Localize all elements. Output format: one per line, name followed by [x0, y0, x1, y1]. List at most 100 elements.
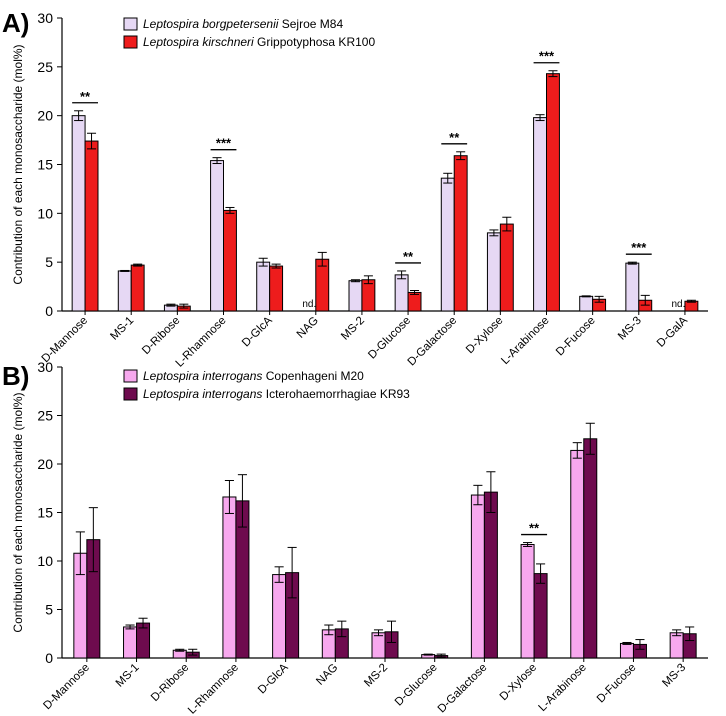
x-tick-label-ms-3: MS-3	[616, 315, 644, 343]
significance-marker: ***	[631, 240, 647, 255]
legend-swatch-series-2	[123, 387, 138, 401]
bar-ms-3-series-1	[625, 262, 640, 312]
bar-d-galactose-series-2	[483, 491, 498, 659]
y-tick-label: 0	[45, 650, 53, 666]
bar-d-glca-series-1	[272, 574, 287, 659]
bar-d-glucose-series-1	[394, 274, 409, 312]
x-tick-label-ms-1: MS-1	[114, 662, 142, 690]
bar-d-xylose-series-1	[486, 232, 501, 312]
nd-label: nd.	[302, 299, 316, 310]
bar-ms-2-series-1	[348, 280, 363, 312]
x-tick-label-d-ribose: D-Ribose	[149, 662, 191, 704]
x-tick-label-d-xylose: D-Xylose	[498, 662, 539, 703]
x-tick-label-d-mannose: D-Mannose	[41, 662, 92, 713]
panel-label: A)	[2, 8, 29, 38]
legend-label-italic: Leptospira interrogans	[143, 387, 262, 401]
x-tick-label-d-xylose: D-Xylose	[464, 315, 505, 356]
y-tick-label: 30	[37, 359, 53, 375]
bar-ms-2-series-2	[361, 279, 376, 312]
x-tick-label-l-rhamnose: L-Rhamnose	[186, 662, 241, 716]
bar-nag-series-2	[315, 258, 330, 312]
x-tick-label-nag: NAG	[295, 315, 321, 341]
y-axis-label: Contribution of each monosaccharide (mol…	[11, 392, 25, 632]
x-tick-label-l-arabinose: L-Arabinose	[499, 315, 551, 367]
legend-label-italic: Leptospira interrogans	[143, 369, 262, 383]
bar-l-rhamnose-series-1	[222, 496, 237, 659]
y-tick-label: 10	[37, 205, 53, 221]
y-tick-label: 30	[37, 10, 53, 26]
legend-label-rest: Sejroe M84	[278, 17, 343, 31]
legend-label-italic: Leptospira kirschneri	[143, 35, 254, 49]
bar-l-arabinose-series-1	[570, 449, 585, 659]
legend-label-series-2: Leptospira kirschneri Grippotyphosa KR10…	[143, 35, 375, 49]
y-tick-label: 0	[45, 303, 53, 319]
legend-swatch-series-1	[123, 17, 138, 31]
bar-d-xylose-series-2	[499, 223, 514, 312]
y-tick-label: 10	[37, 553, 53, 569]
bar-ms-3-series-1	[669, 632, 684, 659]
y-tick-label: 25	[37, 408, 53, 424]
x-tick-label-nag: NAG	[314, 662, 340, 688]
chart-panel-b: B)Contribution of each monosaccharide (m…	[2, 359, 708, 716]
bar-d-xylose-series-2	[533, 573, 548, 659]
legend-swatch-series-1	[123, 369, 138, 383]
x-tick-label-ms-2: MS-2	[362, 662, 390, 690]
chart-panel-a: A) Contribution of each monosaccharide (m…	[2, 8, 708, 370]
bar-ms-1-series-1	[117, 270, 132, 312]
bar-d-mannose-series-2	[84, 140, 99, 312]
x-tick-label-d-gala: D-GalA	[655, 314, 690, 349]
bar-ms-1-series-2	[130, 264, 145, 312]
x-tick-label-d-ribose: D-Ribose	[140, 315, 182, 357]
y-tick-label: 20	[37, 456, 53, 472]
legend-label-series-1: Leptospira interrogans Copenhageni M20	[143, 369, 364, 383]
x-tick-label-d-glucose: D-Glucose	[393, 662, 440, 709]
bar-l-rhamnose-series-2	[223, 209, 237, 312]
bar-d-fucose-series-1	[579, 295, 594, 312]
y-tick-label: 15	[37, 157, 53, 173]
bar-ms-1-series-1	[123, 626, 138, 659]
x-tick-label-ms-1: MS-1	[108, 315, 136, 343]
legend: Leptospira interrogans Copenhageni M20Le…	[123, 369, 410, 401]
x-tick-label-ms-2: MS-2	[339, 315, 367, 343]
significance-marker: **	[80, 89, 91, 104]
y-tick-label: 20	[37, 108, 53, 124]
significance-marker: **	[449, 130, 460, 145]
y-tick-label: 15	[37, 505, 53, 521]
x-tick-label-d-glca: D-GlcA	[240, 314, 275, 349]
significance-marker: **	[529, 521, 540, 536]
bar-ms-2-series-1	[371, 632, 386, 659]
bar-d-galactose-series-1	[470, 494, 485, 659]
x-tick-label-d-fucose: D-Fucose	[595, 662, 639, 706]
significance-marker: **	[403, 249, 414, 264]
x-tick-label-d-mannose: D-Mannose	[40, 315, 91, 366]
bar-d-glucose-series-2	[407, 291, 422, 312]
y-axis-label: Contribution of each monosaccharide (mol…	[11, 44, 25, 284]
x-tick-label-d-glucose: D-Glucose	[366, 315, 413, 362]
legend-label-italic: Leptospira borgpetersenii	[143, 17, 279, 31]
x-tick-label-d-galactose: D-Galactose	[406, 315, 460, 369]
y-tick-label: 5	[45, 602, 53, 618]
bar-d-mannose-series-1	[71, 115, 86, 312]
bar-l-arabinose-series-2	[546, 73, 560, 312]
significance-marker: ***	[539, 49, 555, 64]
x-tick-label-d-fucose: D-Fucose	[554, 315, 598, 359]
y-tick-label: 25	[37, 59, 53, 75]
bar-l-rhamnose-series-1	[210, 160, 225, 312]
y-tick-label: 5	[45, 254, 53, 270]
legend: Leptospira borgpetersenii Sejroe M84 Lept…	[123, 17, 375, 49]
legend-label-series-2: Leptospira interrogans Icterohaemorrhagi…	[143, 387, 410, 401]
bar-d-glca-series-1	[256, 261, 271, 312]
x-tick-label-d-galactose: D-Galactose	[436, 662, 490, 716]
bar-d-glca-series-2	[269, 265, 284, 312]
bar-d-galactose-series-1	[440, 177, 455, 312]
legend-label-rest: Grippotyphosa KR100	[254, 35, 376, 49]
legend-label-rest: Copenhageni M20	[262, 369, 364, 383]
x-tick-label-l-arabinose: L-Arabinose	[537, 662, 589, 714]
bar-d-galactose-series-2	[453, 155, 468, 312]
bar-d-xylose-series-1	[520, 544, 535, 659]
significance-marker: ***	[216, 136, 232, 151]
bar-d-fucose-series-1	[619, 642, 634, 659]
x-tick-label-ms-3: MS-3	[660, 662, 688, 690]
nd-label: nd.	[672, 299, 686, 310]
